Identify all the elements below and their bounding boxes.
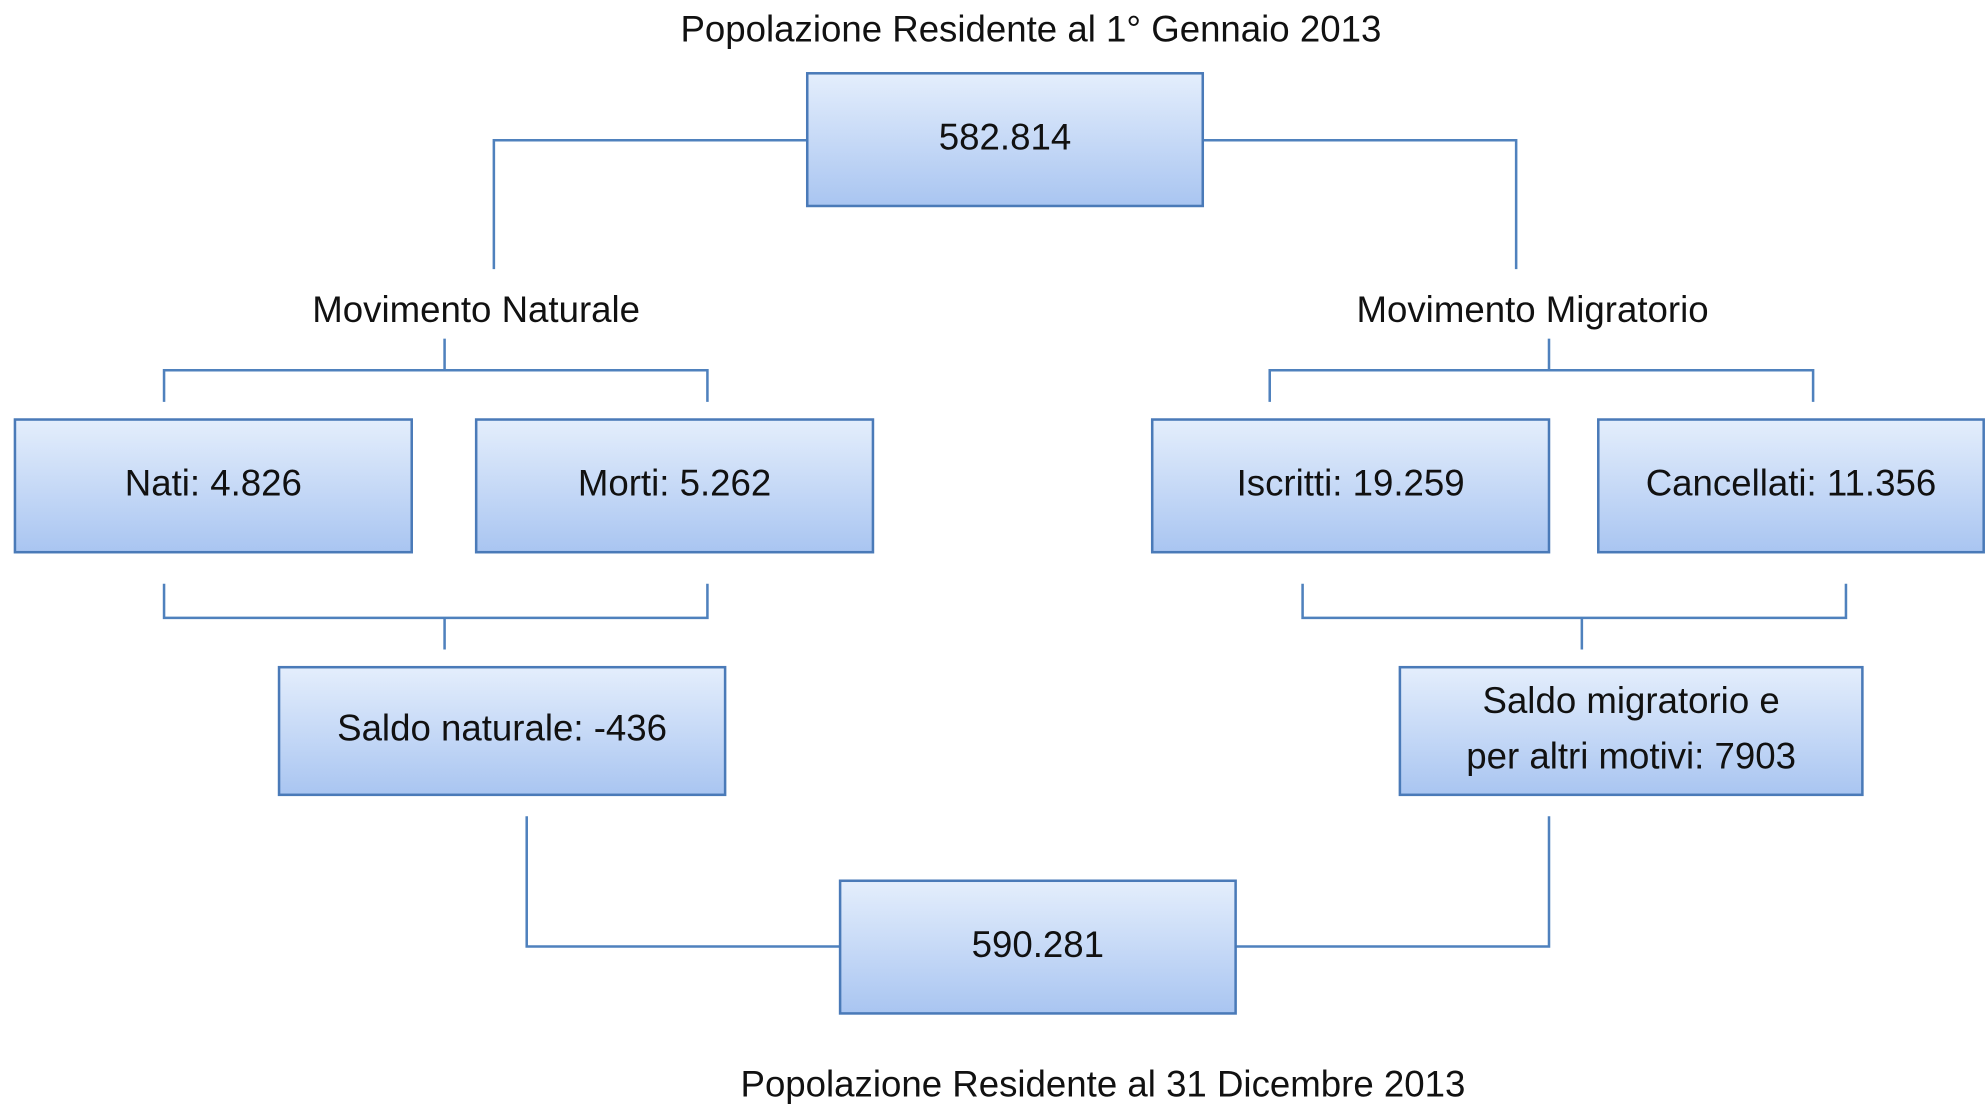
- node-label: Nati: 4.826: [125, 463, 302, 504]
- footer-title: Popolazione Residente al 31 Dicembre 201…: [741, 1063, 1466, 1104]
- node: Cancellati: 11.356: [1597, 418, 1985, 554]
- node-label: 590.281: [972, 924, 1104, 965]
- node-box: [805, 72, 1205, 208]
- node-label: Iscritti: 19.259: [1237, 463, 1465, 504]
- connector: [162, 368, 709, 402]
- connector: [525, 816, 841, 948]
- node: Saldo naturale: -436: [277, 665, 727, 797]
- node-box: [277, 665, 727, 797]
- node-box: [838, 879, 1237, 1015]
- header-title: Popolazione Residente al 1° Gennaio 2013: [680, 8, 1381, 49]
- connector: [162, 583, 709, 620]
- node: 582.814: [805, 72, 1205, 208]
- node-label: Saldo migratorio e: [1483, 680, 1780, 721]
- node: Nati: 4.826: [13, 418, 413, 554]
- node-label: 582.814: [939, 116, 1071, 157]
- nodes: 582.814 Nati: 4.826 Morti: 5.262 Iscritti: …: [13, 72, 1985, 1015]
- node-label: per altri motivi: 7903: [1466, 735, 1796, 776]
- group-label: Movimento Naturale: [312, 289, 640, 330]
- connectors: [162, 139, 1848, 948]
- group-label: Movimento Migratorio: [1357, 289, 1709, 330]
- node-box: [1150, 418, 1551, 554]
- node: 590.281: [838, 879, 1237, 1015]
- connector: [1235, 816, 1551, 948]
- node: Morti: 5.262: [474, 418, 875, 554]
- node-box: [1398, 665, 1864, 797]
- node-label: Morti: 5.262: [578, 463, 771, 504]
- node-label: Saldo naturale: -436: [337, 708, 667, 749]
- connector: [1202, 139, 1518, 270]
- node-box: [1597, 418, 1985, 554]
- node-box: [13, 418, 413, 554]
- connector: [1268, 368, 1815, 402]
- node-label: Cancellati: 11.356: [1646, 463, 1936, 504]
- node: Saldo migratorio e per altri motivi: 7903: [1398, 665, 1864, 797]
- node: Iscritti: 19.259: [1150, 418, 1551, 554]
- connector: [492, 139, 808, 270]
- connector: [1301, 583, 1848, 620]
- node-box: [474, 418, 875, 554]
